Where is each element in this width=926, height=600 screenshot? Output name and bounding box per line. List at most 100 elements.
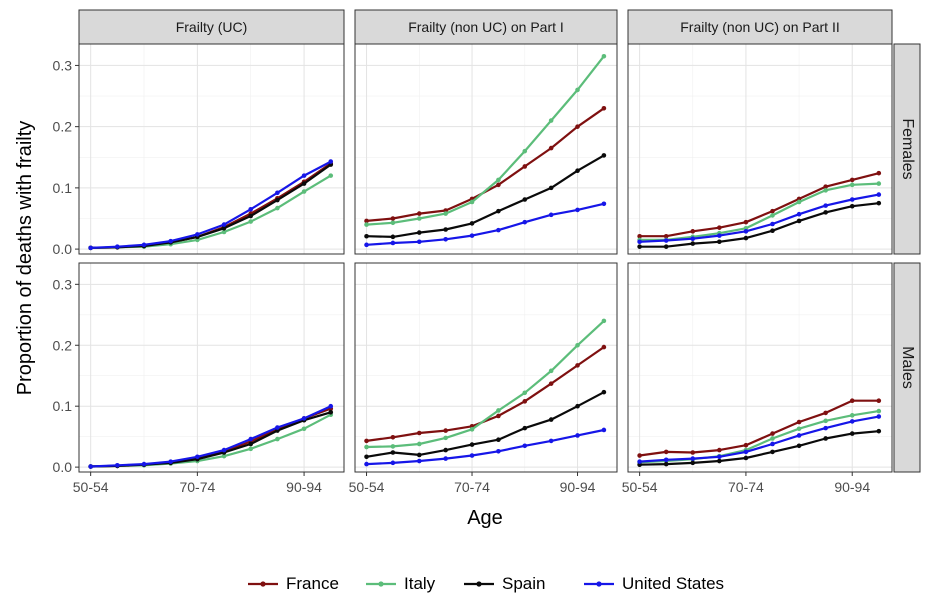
x-tick-label: 90-94: [560, 479, 596, 495]
series-united-states: [637, 414, 882, 464]
data-point-italy: [221, 229, 227, 235]
data-point-france: [364, 438, 369, 444]
y-tick-label: 0.0: [53, 241, 73, 257]
data-point-spain: [743, 455, 749, 461]
series-line-united-states: [366, 428, 605, 466]
series-line-united-states: [639, 193, 879, 243]
data-point-italy: [796, 199, 802, 205]
data-point-spain: [390, 234, 396, 240]
data-point-spain: [390, 450, 396, 455]
facet-strip-label: Frailty (non UC) on Part II: [680, 19, 840, 35]
panel-frailty-non-uc-on-part-i-males: 50-54 70-74 90-94: [349, 262, 618, 495]
data-point-united-states: [301, 416, 307, 421]
data-point-italy: [275, 205, 280, 211]
data-point-united-states: [796, 433, 802, 438]
data-point-united-states: [469, 453, 475, 458]
data-point-united-states: [796, 211, 802, 217]
data-point-united-states: [88, 245, 93, 251]
data-point-france: [522, 399, 528, 404]
data-point-united-states: [195, 232, 200, 237]
panel-background: [628, 263, 892, 472]
series-united-states: [364, 427, 607, 467]
data-point-france: [637, 233, 642, 239]
data-point-italy: [248, 446, 254, 452]
data-point-united-states: [575, 433, 580, 438]
data-point-italy: [416, 441, 422, 447]
data-point-united-states: [637, 239, 642, 245]
data-point-spain: [522, 197, 528, 202]
data-point-france: [601, 344, 607, 350]
legend-item-spain: Spain: [464, 574, 545, 593]
data-point-france: [364, 218, 369, 224]
data-point-spain: [443, 227, 448, 232]
legend-swatch-point: [476, 581, 482, 587]
data-point-united-states: [443, 237, 448, 242]
data-point-italy: [876, 181, 882, 186]
facet-strip-label: Frailty (UC): [176, 19, 248, 35]
x-tick-label: 50-54: [349, 479, 385, 495]
panel-border: [627, 43, 893, 255]
data-point-united-states: [416, 458, 422, 464]
data-point-spain: [823, 210, 828, 215]
data-point-united-states: [770, 221, 775, 227]
series-line-united-states: [366, 202, 605, 246]
data-point-spain: [469, 221, 475, 226]
series-italy: [364, 53, 607, 227]
series-line-france: [639, 172, 880, 238]
data-point-italy: [469, 427, 475, 432]
x-tick-label: 50-54: [73, 479, 109, 495]
data-point-united-states: [248, 207, 254, 212]
data-point-united-states: [115, 244, 120, 249]
data-point-united-states: [876, 414, 882, 419]
data-point-france: [496, 413, 501, 419]
data-point-united-states: [248, 436, 254, 442]
legend-item-italy: Italy: [366, 574, 436, 593]
data-point-spain: [743, 235, 749, 241]
data-point-spain: [548, 417, 554, 422]
series-united-states: [364, 201, 607, 248]
series-spain: [637, 200, 882, 249]
data-point-united-states: [690, 456, 696, 461]
data-point-italy: [522, 390, 528, 396]
series-united-states: [88, 159, 334, 251]
data-point-france: [663, 449, 669, 455]
panel-border: [627, 262, 893, 473]
data-point-united-states: [496, 448, 501, 454]
data-point-italy: [301, 189, 307, 194]
legend-swatch-point: [378, 581, 384, 587]
data-point-france: [743, 442, 749, 448]
data-point-spain: [275, 197, 280, 203]
data-point-united-states: [717, 454, 722, 460]
data-point-italy: [301, 426, 307, 432]
facet-strip-males: [893, 262, 921, 473]
data-point-spain: [770, 449, 775, 455]
data-point-spain: [823, 436, 828, 441]
panel-frailty-non-uc-on-part-ii-females: [627, 43, 893, 255]
data-point-italy: [364, 444, 369, 450]
data-point-united-states: [141, 242, 147, 248]
data-point-spain: [248, 441, 254, 447]
data-point-united-states: [849, 197, 855, 202]
data-point-united-states: [575, 207, 580, 213]
data-point-united-states: [328, 159, 334, 164]
x-tick-label: 90-94: [286, 479, 322, 495]
y-axis-title: Proportion of deaths with frailty: [14, 121, 36, 396]
series-line-italy: [366, 55, 605, 226]
data-point-spain: [575, 168, 580, 174]
data-point-spain: [301, 181, 307, 186]
data-point-united-states: [416, 239, 422, 245]
data-point-united-states: [522, 219, 528, 225]
data-point-france: [717, 225, 722, 230]
y-tick-label: 0.1: [53, 398, 73, 414]
data-point-italy: [522, 148, 528, 154]
data-point-italy: [390, 444, 396, 449]
panel-frailty-uc-females: 0.0 0.1 0.2 0.3: [53, 43, 345, 257]
legend-label: France: [286, 574, 339, 593]
data-point-united-states: [275, 190, 280, 196]
x-tick-label: 70-74: [454, 479, 490, 495]
data-point-spain: [876, 200, 882, 206]
data-point-united-states: [548, 438, 554, 444]
data-point-united-states: [115, 462, 120, 468]
facet-row-label: Males: [899, 346, 916, 389]
data-point-spain: [221, 225, 227, 231]
